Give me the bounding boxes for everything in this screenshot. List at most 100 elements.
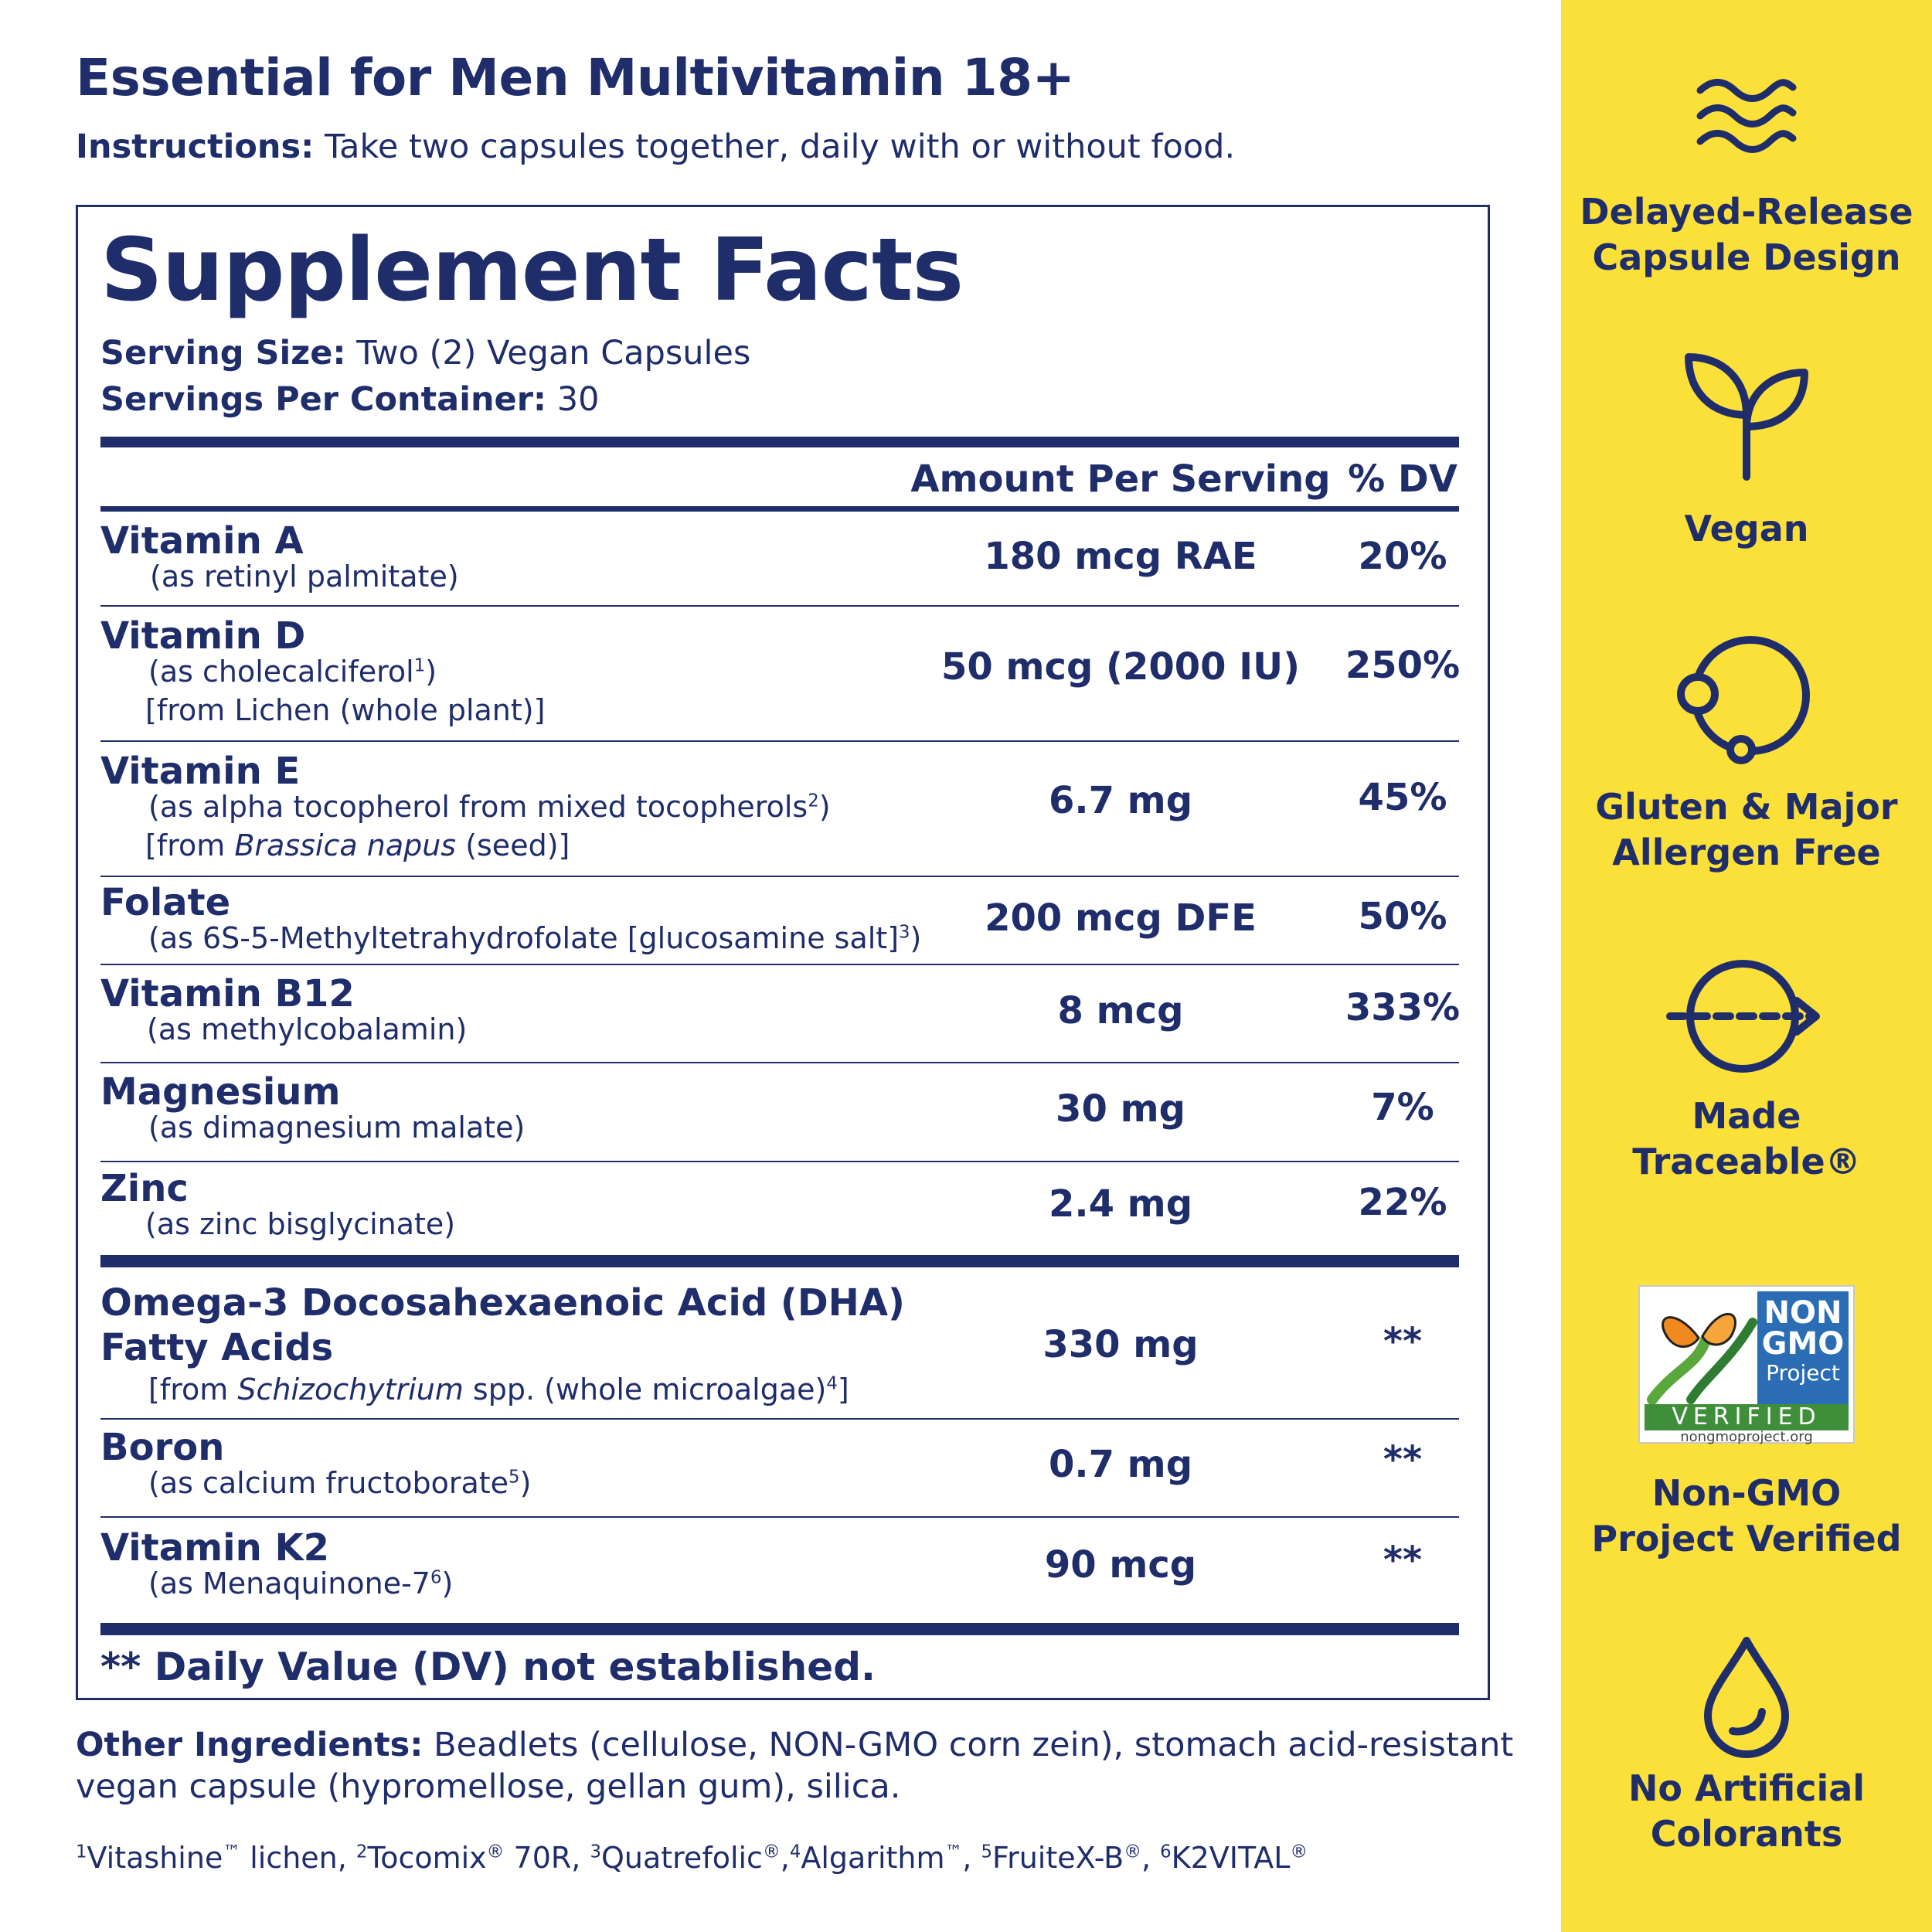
nutrient-source: (as dimagnesium malate) — [148, 1111, 526, 1145]
row-divider — [100, 964, 1459, 965]
nutrient-amount: 6.7 mg — [1048, 779, 1193, 822]
nutrient-amount: 330 mg — [1043, 1323, 1199, 1366]
badge-label-vegan: Vegan — [1684, 508, 1809, 549]
supplement-facts-box — [76, 205, 1490, 1700]
nutrient-amount: 200 mcg DFE — [985, 896, 1257, 940]
daily-value-note: ** Daily Value (DV) not established. — [100, 1645, 876, 1689]
badge-label-traceable: Made Traceable® — [1632, 1095, 1861, 1182]
feature-sidebar: Delayed-Release Capsule Design Vegan Glu… — [1561, 0, 1932, 1932]
nutrient-source: [from Schizochytrium spp. (whole microal… — [148, 1372, 849, 1406]
column-header-dv: % DV — [1348, 457, 1458, 501]
logo-text-project: Project — [1766, 1360, 1840, 1386]
badge-label-allergen-free: Gluten & Major Allergen Free — [1595, 786, 1898, 873]
nutrient-source: (as 6S-5-Methyltetrahydrofolate [glucosa… — [148, 921, 922, 955]
row-divider — [100, 1062, 1459, 1063]
trace-arrow-icon — [1666, 960, 1820, 1073]
drop-icon — [1704, 1637, 1789, 1758]
butterfly-icon — [1645, 1291, 1760, 1404]
nutrient-source: (as retinyl palmitate) — [150, 560, 459, 594]
nutrient-amount: 180 mcg RAE — [984, 535, 1257, 578]
logo-text-non: NON — [1764, 1295, 1842, 1331]
serving-size-label: Serving Size: — [100, 334, 346, 372]
row-divider — [100, 1418, 1459, 1420]
row-divider — [100, 605, 1459, 607]
nutrient-source-detail: [from Lichen (whole plant)] — [145, 693, 546, 727]
nutrient-dv: 22% — [1358, 1181, 1447, 1224]
serving-size-value: Two (2) Vegan Capsules — [356, 334, 751, 372]
badge-label-delayed-release: Delayed-Release Capsule Design — [1580, 191, 1913, 278]
product-title: Essential for Men Multivitamin 18+ — [76, 48, 1075, 107]
row-divider — [100, 1516, 1459, 1518]
nutrient-name: Boron — [100, 1426, 225, 1469]
nutrient-dv: 7% — [1371, 1086, 1434, 1129]
nutrient-name: Vitamin K2 — [100, 1526, 330, 1570]
nutrient-source: (as cholecalciferol1) — [148, 655, 437, 689]
other-ingredients: Other Ingredients: Beadlets (cellulose, … — [76, 1725, 1529, 1808]
thick-divider — [100, 437, 1459, 447]
non-gmo-blue-panel: NON GMO Project — [1757, 1291, 1849, 1404]
nutrient-amount: 50 mcg (2000 IU) — [940, 645, 1301, 689]
nutrient-dv: ** — [1383, 1539, 1423, 1582]
nutrient-name: Vitamin A — [100, 519, 304, 563]
trademark-footnotes: 1Vitashine™ lichen, 2Tocomix® 70R, 3Quat… — [76, 1841, 1308, 1875]
nutrient-dv: ** — [1383, 1438, 1423, 1481]
nutrient-source: (as Menaquinone-76) — [148, 1566, 454, 1600]
footnote: 5FruiteX-B®, — [981, 1841, 1161, 1875]
badge-label-non-gmo: Non-GMO Project Verified — [1591, 1472, 1902, 1560]
non-gmo-logo: NON GMO Project VERIFIED nongmoproject.o… — [1638, 1285, 1855, 1445]
footnote: 1Vitashine™ lichen, — [76, 1841, 356, 1875]
waves-icon — [1696, 79, 1797, 153]
nutrient-dv: 50% — [1358, 895, 1447, 938]
nutrient-source: (as alpha tocopherol from mixed tocopher… — [148, 790, 831, 824]
footnote: 2Tocomix® 70R, — [355, 1841, 590, 1875]
nutrient-source: (as methylcobalamin) — [147, 1012, 468, 1046]
nutrient-name: Folate — [100, 881, 231, 924]
logo-text-gmo: GMO — [1761, 1326, 1845, 1362]
nutrient-name: Vitamin D — [100, 614, 306, 658]
allergen-circle-icon — [1677, 636, 1810, 764]
footnote: 6K2VITAL® — [1160, 1841, 1308, 1875]
row-divider — [100, 740, 1459, 742]
row-divider — [100, 876, 1459, 877]
nutrient-source-detail: [from Brassica napus (seed)] — [145, 828, 570, 862]
nutrient-dv: 20% — [1358, 535, 1447, 578]
nutrient-name: Magnesium — [100, 1070, 341, 1114]
thick-divider — [100, 1255, 1459, 1267]
nutrient-name: Vitamin B12 — [100, 972, 355, 1015]
nutrient-source: (as calcium fructoborate5) — [148, 1466, 532, 1500]
nutrient-dv: ** — [1383, 1320, 1423, 1363]
nutrient-dv: 250% — [1345, 644, 1461, 687]
thick-divider — [100, 1623, 1459, 1635]
nutrient-amount: 0.7 mg — [1048, 1443, 1193, 1486]
nutrient-amount: 90 mcg — [1044, 1543, 1197, 1587]
row-divider — [100, 1161, 1459, 1162]
label-panel: Essential for Men Multivitamin 18+ Instr… — [76, 48, 1529, 1875]
instructions-text: Take two capsules together, daily with o… — [324, 128, 1236, 166]
servings-per-container: Servings Per Container: 30 — [100, 380, 600, 419]
instructions: Instructions: Take two capsules together… — [76, 128, 1235, 166]
nutrient-name: Vitamin E — [100, 750, 301, 793]
badge-label-no-colorants: No Artificial Colorants — [1628, 1767, 1866, 1855]
nutrient-dv: 333% — [1345, 986, 1461, 1029]
servings-per-container-label: Servings Per Container: — [100, 380, 547, 419]
other-ingredients-text: Beadlets (cellulose, NON-GMO corn zein),… — [76, 1726, 1514, 1806]
column-header-amount: Amount Per Serving — [910, 457, 1331, 501]
serving-size: Serving Size: Two (2) Vegan Capsules — [100, 334, 750, 372]
sprout-icon — [1685, 353, 1808, 481]
nutrient-name: Zinc — [100, 1167, 189, 1210]
logo-text-verified: VERIFIED — [1645, 1404, 1849, 1430]
nutrient-dv: 45% — [1358, 776, 1447, 819]
nutrient-amount: 30 mg — [1056, 1087, 1185, 1131]
footnote: 3Quatrefolic®, — [590, 1841, 790, 1875]
nutrient-amount: 2.4 mg — [1048, 1182, 1193, 1226]
header-divider — [100, 506, 1459, 512]
nutrient-name: Omega-3 Docosahexaenoic Acid (DHA) — [100, 1281, 905, 1325]
logo-text-url: nongmoproject.org — [1680, 1429, 1813, 1445]
other-ingredients-label: Other Ingredients: — [76, 1726, 423, 1764]
supplement-facts-title: Supplement Facts — [100, 220, 964, 321]
nutrient-name-line2: Fatty Acids — [100, 1326, 334, 1369]
nutrient-source: (as zinc bisglycinate) — [145, 1207, 456, 1241]
footnote: 4Algarithm™, — [789, 1841, 981, 1875]
nutrient-amount: 8 mcg — [1057, 989, 1184, 1032]
servings-per-container-value: 30 — [556, 380, 600, 419]
